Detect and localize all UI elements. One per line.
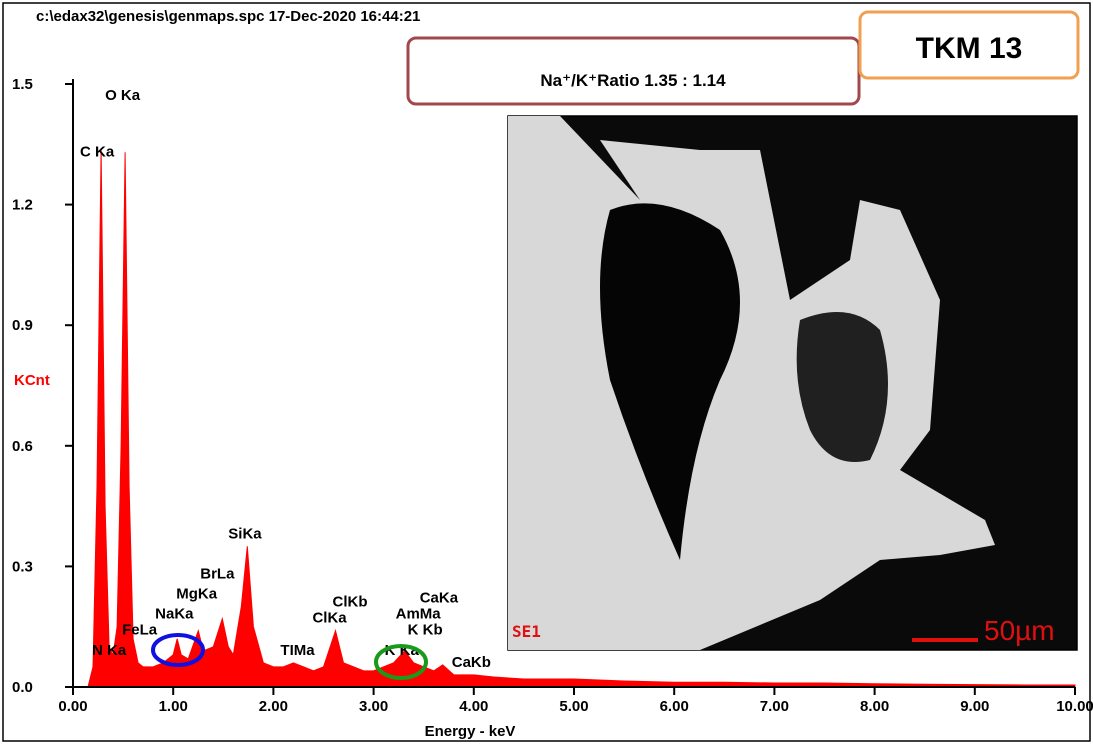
inset-scale: 50µm (984, 615, 1055, 646)
y-tick-label: 0.3 (12, 558, 33, 575)
peak-label: BrLa (200, 565, 235, 582)
y-tick-label: 1.5 (12, 76, 33, 93)
x-tick-label: 7.00 (760, 698, 789, 715)
x-tick-label: 4.00 (459, 698, 488, 715)
x-tick-label: 1.00 (159, 698, 188, 715)
na-highlight (151, 633, 205, 667)
x-tick-label: 8.00 (860, 698, 889, 715)
peak-label: ClKb (333, 594, 368, 611)
peak-label: K Kb (408, 622, 443, 639)
peak-label: TIMa (280, 642, 315, 659)
x-tick-label: 6.00 (660, 698, 689, 715)
x-tick-label: 3.00 (359, 698, 388, 715)
inset-image: SE1 50µm (507, 115, 1078, 651)
y-tick-label: 0.6 (12, 438, 33, 455)
y-axis-label: KCnt (14, 372, 50, 389)
peak-label: NaKa (155, 606, 194, 623)
k-highlight (374, 644, 428, 680)
inset-detector: SE1 (512, 622, 541, 641)
peak-label: CaKb (452, 654, 491, 671)
ratio-text: Na⁺/K⁺Ratio 1.35 : 1.14 (540, 71, 726, 90)
sample-text: TKM 13 (916, 32, 1023, 65)
peak-label: FeLa (122, 622, 158, 639)
x-tick-label: 10.00 (1056, 698, 1093, 715)
chart-title: c:\edax32\genesis\genmaps.spc 17-Dec-202… (36, 8, 420, 25)
y-tick-label: 0.0 (12, 679, 33, 696)
peak-label: O Ka (105, 87, 141, 104)
x-tick-label: 0.00 (58, 698, 87, 715)
peak-label: ClKa (312, 610, 347, 627)
x-axis-label: Energy - keV (425, 723, 516, 740)
sample-box (858, 10, 1080, 80)
y-tick-label: 0.9 (12, 317, 33, 334)
y-tick-label: 1.2 (12, 197, 33, 214)
peak-label: N Ka (92, 642, 127, 659)
spectrum (83, 148, 1076, 688)
peak-label: SiKa (228, 525, 262, 542)
x-tick-label: 9.00 (960, 698, 989, 715)
x-tick-label: 5.00 (559, 698, 588, 715)
sem-cavity (796, 312, 888, 462)
peak-label: C Ka (80, 143, 115, 160)
peak-label: AmMa (396, 606, 442, 623)
x-tick-label: 2.00 (259, 698, 288, 715)
sem-cavity (600, 203, 740, 561)
plot-area: 0.0 0.3 0.6 0.9 1.2 1.5 0.00 1.00 2.00 3.00 4.00 5.… (12, 76, 1093, 715)
peak-label: CaKa (420, 590, 459, 607)
peak-label: MgKa (176, 586, 217, 603)
